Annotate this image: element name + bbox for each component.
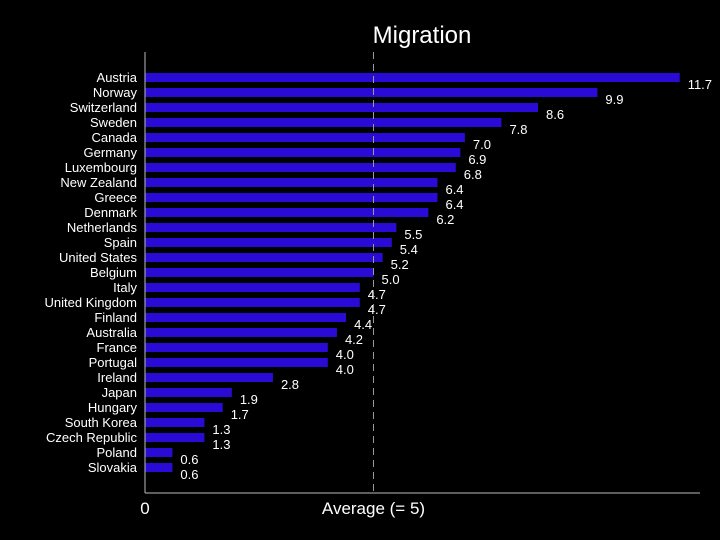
category-label: Slovakia bbox=[88, 460, 138, 475]
bar-ireland bbox=[145, 373, 273, 382]
category-label: Australia bbox=[86, 325, 137, 340]
category-label: Portugal bbox=[89, 355, 138, 370]
category-label: Netherlands bbox=[67, 220, 138, 235]
value-label: 4.7 bbox=[368, 287, 386, 302]
bar-norway bbox=[145, 88, 598, 97]
bar-france bbox=[145, 343, 328, 352]
value-label: 9.9 bbox=[605, 92, 623, 107]
bar-spain bbox=[145, 238, 392, 247]
category-label: Sweden bbox=[90, 115, 137, 130]
value-label: 4.0 bbox=[336, 347, 354, 362]
value-label: 1.3 bbox=[212, 422, 230, 437]
category-label: Norway bbox=[93, 85, 138, 100]
bar-switzerland bbox=[145, 103, 539, 112]
value-label: 6.9 bbox=[468, 152, 486, 167]
category-label: United States bbox=[59, 250, 138, 265]
category-label: Czech Republic bbox=[46, 430, 138, 445]
category-label: Denmark bbox=[84, 205, 137, 220]
value-label: 11.7 bbox=[688, 77, 712, 92]
bar-canada bbox=[145, 133, 465, 142]
category-label: Poland bbox=[97, 445, 137, 460]
category-label: Luxembourg bbox=[65, 160, 137, 175]
bar-australia bbox=[145, 328, 337, 337]
value-label: 6.4 bbox=[445, 182, 463, 197]
category-label: New Zealand bbox=[60, 175, 137, 190]
x-tick-label-zero: 0 bbox=[140, 499, 149, 518]
category-label: Hungary bbox=[88, 400, 138, 415]
value-label: 4.2 bbox=[345, 332, 363, 347]
category-label: Switzerland bbox=[70, 100, 137, 115]
bar-belgium bbox=[145, 268, 374, 277]
value-label: 6.4 bbox=[445, 197, 463, 212]
average-reference-label: Average (= 5) bbox=[322, 499, 425, 518]
value-label: 5.2 bbox=[391, 257, 409, 272]
bar-poland bbox=[145, 448, 173, 457]
bar-greece bbox=[145, 193, 438, 202]
value-label: 4.7 bbox=[368, 302, 386, 317]
value-label: 2.8 bbox=[281, 377, 299, 392]
bar-denmark bbox=[145, 208, 429, 217]
category-label: Finland bbox=[94, 310, 137, 325]
bar-finland bbox=[145, 313, 347, 322]
value-label: 4.0 bbox=[336, 362, 354, 377]
bar-slovakia bbox=[145, 463, 173, 472]
value-label: 7.8 bbox=[509, 122, 527, 137]
value-label: 1.3 bbox=[212, 437, 230, 452]
bars-layer: Austria 11.7 Norway 9.9 Switzerland 8.6 Sweden… bbox=[45, 70, 713, 482]
category-label: France bbox=[97, 340, 137, 355]
category-label: Greece bbox=[94, 190, 137, 205]
value-label: 4.4 bbox=[354, 317, 372, 332]
bar-germany bbox=[145, 148, 461, 157]
bar-luxembourg bbox=[145, 163, 456, 172]
bar-hungary bbox=[145, 403, 223, 412]
bar-netherlands bbox=[145, 223, 397, 232]
bar-italy bbox=[145, 283, 360, 292]
bar-portugal bbox=[145, 358, 328, 367]
bar-japan bbox=[145, 388, 232, 397]
value-label: 6.2 bbox=[436, 212, 454, 227]
value-label: 1.7 bbox=[231, 407, 249, 422]
category-label: Austria bbox=[97, 70, 138, 85]
bar-south-korea bbox=[145, 418, 205, 427]
category-label: Germany bbox=[84, 145, 138, 160]
value-label: 0.6 bbox=[180, 452, 198, 467]
category-label: Ireland bbox=[97, 370, 137, 385]
category-label: Italy bbox=[113, 280, 137, 295]
value-label: 5.5 bbox=[404, 227, 422, 242]
value-label: 8.6 bbox=[546, 107, 564, 122]
bar-austria bbox=[145, 73, 680, 82]
value-label: 5.0 bbox=[382, 272, 400, 287]
category-label: Canada bbox=[91, 130, 137, 145]
value-label: 0.6 bbox=[180, 467, 198, 482]
value-label: 5.4 bbox=[400, 242, 418, 257]
category-label: Spain bbox=[104, 235, 137, 250]
bar-sweden bbox=[145, 118, 502, 127]
chart-title: Migration bbox=[373, 22, 472, 49]
bar-new-zealand bbox=[145, 178, 438, 187]
value-label: 1.9 bbox=[240, 392, 258, 407]
bar-czech-republic bbox=[145, 433, 205, 442]
bar-united-kingdom bbox=[145, 298, 360, 307]
value-label: 7.0 bbox=[473, 137, 491, 152]
category-label: South Korea bbox=[65, 415, 138, 430]
category-label: Belgium bbox=[90, 265, 137, 280]
category-label: Japan bbox=[102, 385, 137, 400]
value-label: 6.8 bbox=[464, 167, 482, 182]
category-label: United Kingdom bbox=[45, 295, 138, 310]
bar-united-states bbox=[145, 253, 383, 262]
